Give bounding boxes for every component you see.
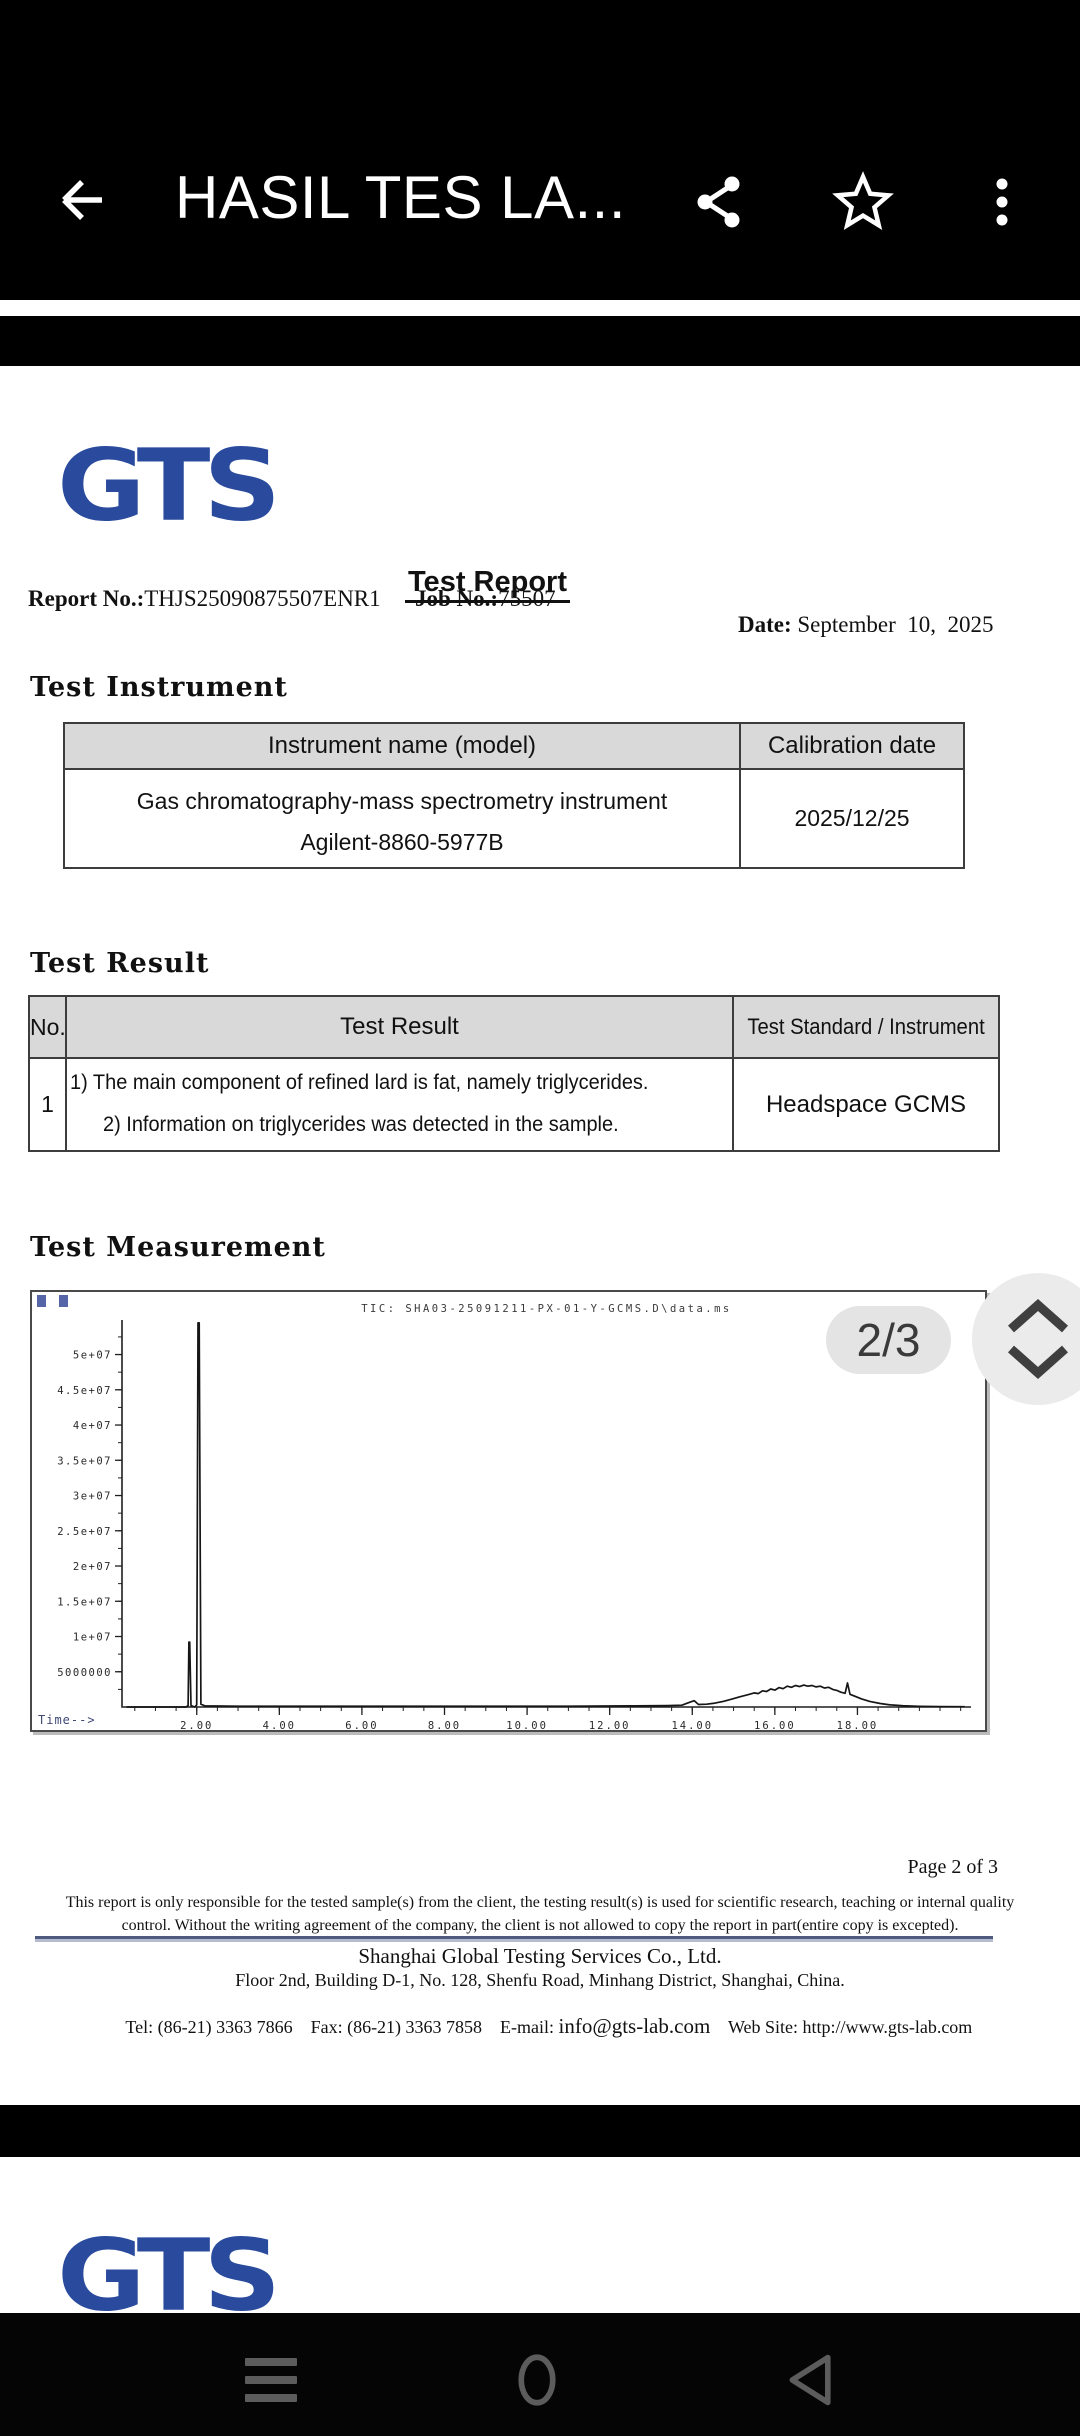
svg-text:1e+07: 1e+07: [73, 1632, 112, 1644]
job-number: Job No.:75507: [415, 586, 556, 611]
app-bar: [0, 0, 1080, 300]
svg-text:4e+07: 4e+07: [73, 1420, 112, 1432]
page-indicator-badge: 2/3: [826, 1306, 951, 1374]
section-heading-result: Test Result: [30, 948, 210, 979]
document-title: HASIL TES LA...: [175, 164, 627, 231]
chevron-up-down-icon: [1008, 1298, 1068, 1380]
result-table-header-standard: Test Standard / Instrument: [732, 995, 1000, 1059]
back-arrow-icon: [62, 180, 102, 220]
report-date: Date: September 10, 2025: [738, 612, 994, 637]
svg-text:2e+07: 2e+07: [73, 1561, 112, 1573]
instrument-table-header-name: Instrument name (model): [63, 722, 741, 770]
svg-text:1.5e+07: 1.5e+07: [57, 1596, 112, 1608]
share-icon: [697, 176, 740, 228]
nav-home-button[interactable]: [509, 2352, 565, 2408]
favorite-button[interactable]: [830, 169, 896, 235]
svg-text:2.5e+07: 2.5e+07: [57, 1526, 112, 1538]
svg-text:6.00: 6.00: [345, 1720, 378, 1730]
back-triangle-icon: [789, 2354, 831, 2406]
page-separator: [0, 316, 1080, 366]
result-table: No. Test Result Test Standard / Instrume…: [28, 995, 1000, 1152]
svg-text:4.5e+07: 4.5e+07: [57, 1385, 112, 1397]
company-contacts: Tel: (86-21) 3363 7866 Fax: (86-21) 3363…: [125, 2014, 973, 2038]
chromatogram-chart: TIC: SHA03-25091211-PX-01-Y-GCMS.D\data.…: [30, 1290, 987, 1732]
page-number-label: Page 2 of 3: [907, 1856, 998, 1878]
previous-page-edge: [0, 300, 1080, 316]
footer-divider: [35, 1936, 993, 1939]
result-text-cell: 1) The main component of refined lard is…: [65, 1057, 734, 1152]
nav-menu-button[interactable]: [243, 2352, 299, 2408]
instrument-name-cell: Gas chromatography-mass spectrometry ins…: [63, 768, 741, 869]
result-line-2: 2) Information on triglycerides was dete…: [103, 1113, 619, 1136]
svg-text:16.00: 16.00: [754, 1720, 796, 1730]
section-heading-measurement: Test Measurement: [30, 1232, 326, 1263]
company-address: Floor 2nd, Building D-1, No. 128, Shenfu…: [235, 1970, 845, 1990]
result-line-1: 1) The main component of refined lard is…: [70, 1071, 649, 1094]
share-button[interactable]: [690, 172, 748, 232]
svg-text:3.5e+07: 3.5e+07: [57, 1455, 112, 1467]
gts-logo: GTS: [57, 428, 281, 544]
svg-text:TIC: SHA03-25091211-PX-01-Y-GC: TIC: SHA03-25091211-PX-01-Y-GCMS.D\data.…: [361, 1303, 732, 1315]
more-vert-icon: [996, 178, 1008, 226]
nav-back-button[interactable]: [783, 2352, 839, 2408]
svg-text:12.00: 12.00: [589, 1720, 631, 1730]
svg-text:14.00: 14.00: [671, 1720, 713, 1730]
result-table-header-result: Test Result: [65, 995, 734, 1059]
back-button[interactable]: [52, 172, 108, 228]
svg-text:3e+07: 3e+07: [73, 1491, 112, 1503]
calibration-date-cell: 2025/12/25: [739, 768, 965, 869]
result-table-header-no: No.: [28, 995, 67, 1059]
page-scroll-control[interactable]: [972, 1273, 1080, 1405]
chromatogram-svg: TIC: SHA03-25091211-PX-01-Y-GCMS.D\data.…: [37, 1295, 971, 1732]
home-icon: [518, 2354, 556, 2406]
document-page-2: [0, 366, 1080, 2105]
svg-text:8.00: 8.00: [428, 1720, 461, 1730]
svg-text:Time-->: Time-->: [38, 1713, 96, 1727]
result-standard-cell: Headspace GCMS: [732, 1057, 1000, 1152]
android-nav-bar: [0, 2313, 1080, 2436]
svg-text:5000000: 5000000: [57, 1667, 112, 1679]
company-name: Shanghai Global Testing Services Co., Lt…: [358, 1944, 722, 1968]
svg-text:4.00: 4.00: [263, 1720, 296, 1730]
email-text: info@gts-lab.com: [558, 2014, 711, 2038]
report-number: Report No.:THJS25090875507ENR1: [28, 586, 381, 611]
star-icon: [832, 171, 894, 230]
disclaimer-line-2: control. Without the writing agreement o…: [121, 1917, 959, 1934]
svg-text:10.00: 10.00: [506, 1720, 548, 1730]
svg-text:18.00: 18.00: [837, 1720, 879, 1730]
svg-text:5e+07: 5e+07: [73, 1350, 112, 1362]
report-title: Test Report: [405, 566, 570, 603]
menu-icon: [245, 2358, 297, 2366]
document-page-3: [0, 2157, 1080, 2313]
svg-text:2.00: 2.00: [180, 1720, 213, 1730]
result-no-cell: 1: [28, 1057, 67, 1152]
disclaimer-line-1: This report is only responsible for the …: [65, 1894, 1015, 1911]
instrument-table-header-calibration: Calibration date: [739, 722, 965, 770]
page-separator: [0, 2105, 1080, 2157]
section-heading-instrument: Test Instrument: [30, 672, 288, 703]
gts-logo-page3: GTS: [57, 2218, 281, 2334]
instrument-table: Instrument name (model) Calibration date…: [63, 722, 965, 869]
overflow-menu-button[interactable]: [980, 172, 1024, 232]
